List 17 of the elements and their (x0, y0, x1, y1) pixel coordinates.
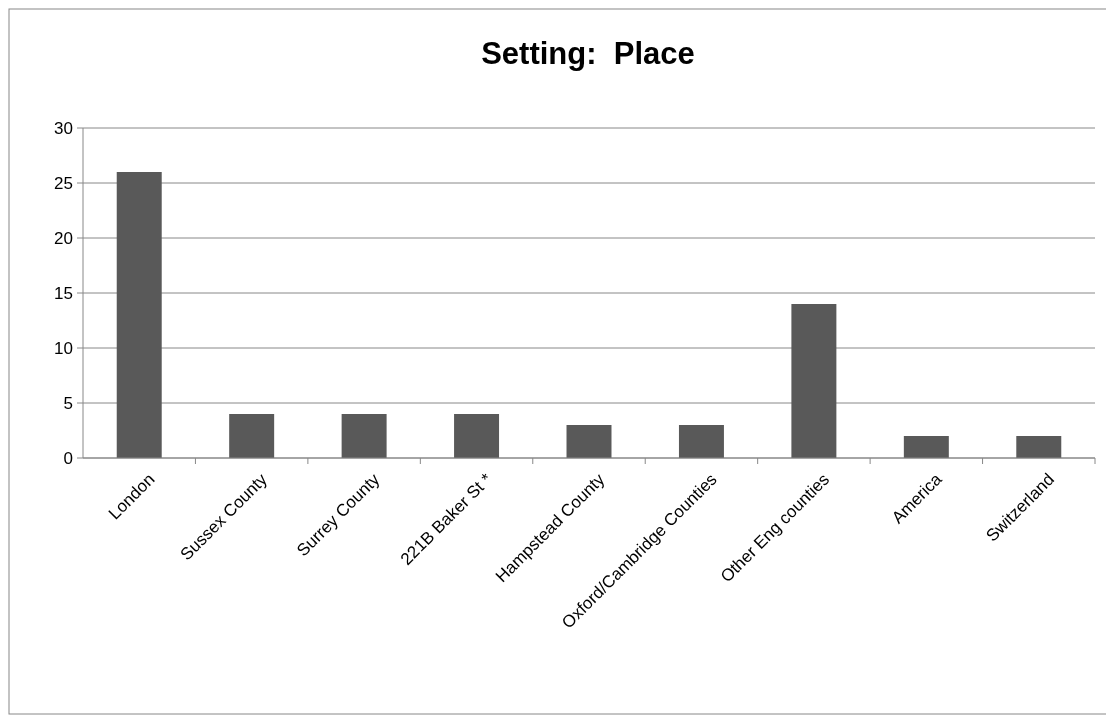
bar (903, 436, 949, 458)
bar (229, 414, 275, 458)
y-tick-label: 20 (54, 228, 73, 248)
y-tick-label: 25 (54, 173, 73, 193)
bar (791, 304, 837, 458)
y-tick-label: 0 (63, 448, 73, 468)
bar (116, 172, 162, 458)
bar (341, 414, 387, 458)
bar (1016, 436, 1062, 458)
y-tick-label: 30 (54, 118, 73, 138)
bar (566, 425, 612, 458)
chart-title: Setting: Place (481, 36, 695, 71)
y-tick-label: 10 (54, 338, 73, 358)
y-tick-label: 15 (54, 283, 73, 303)
bar (454, 414, 500, 458)
y-tick-label: 5 (63, 393, 73, 413)
bar (678, 425, 724, 458)
